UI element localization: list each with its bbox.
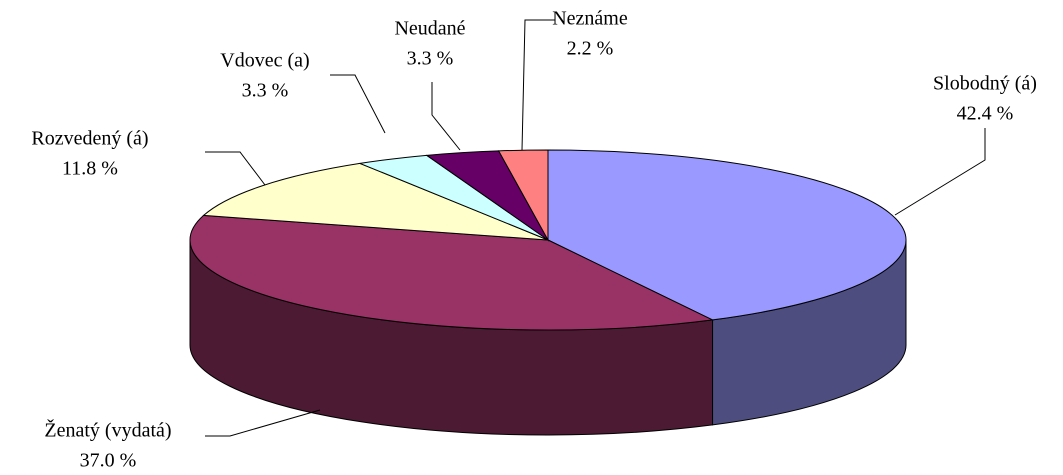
leader-line — [431, 82, 461, 151]
slice-value: 2.2 % — [567, 38, 614, 60]
slice-label: Slobodný (á) — [933, 73, 1037, 95]
slice-label: Neudané — [394, 18, 465, 40]
slice — [189, 214, 715, 331]
slice-value: 11.8 % — [62, 158, 118, 180]
slice-label: Vdovec (a) — [220, 50, 309, 72]
slice-label: Neznáme — [552, 8, 628, 30]
slice-value: 3.3 % — [242, 80, 289, 102]
leader-line — [521, 19, 555, 151]
slice-value: 37.0 % — [80, 450, 137, 472]
leader-line — [330, 74, 386, 134]
slice-label: Ženatý (vydatá) — [44, 419, 171, 442]
leader-line — [205, 409, 321, 437]
leader-line — [894, 128, 986, 216]
slice-value: 42.4 % — [957, 103, 1014, 125]
slice-value: 3.3 % — [407, 48, 454, 70]
leader-line — [205, 151, 266, 186]
slice — [202, 162, 549, 241]
slice — [497, 149, 549, 242]
slice — [547, 149, 907, 321]
slice-label: Rozvedený (á) — [31, 128, 148, 150]
